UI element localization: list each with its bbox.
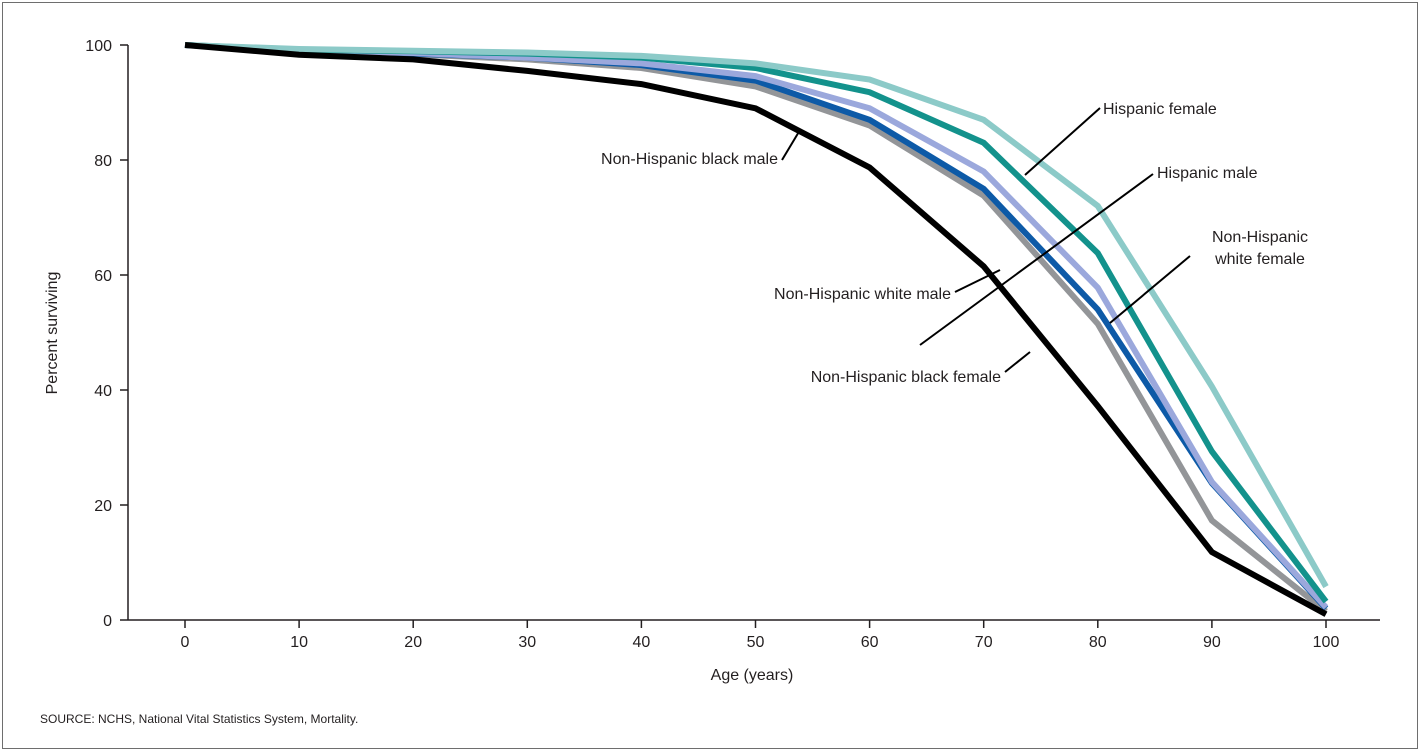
y-axis-label: Percent surviving xyxy=(44,272,61,395)
x-tick-label: 100 xyxy=(1313,634,1340,651)
series-line xyxy=(185,45,1326,611)
series-line xyxy=(185,45,1326,609)
series-label: Hispanic female xyxy=(1103,101,1217,118)
series-label: Non-Hispanic black male xyxy=(601,151,778,168)
series-label: Non-Hispanic white male xyxy=(774,286,951,303)
leader-line xyxy=(782,130,800,160)
x-tick-label: 10 xyxy=(290,634,308,651)
x-tick-label: 60 xyxy=(861,634,879,651)
y-tick-label: 0 xyxy=(103,613,112,630)
x-tick-label: 80 xyxy=(1089,634,1107,651)
y-tick-label: 60 xyxy=(94,268,112,285)
y-tick-label: 20 xyxy=(94,498,112,515)
x-tick-label: 0 xyxy=(181,634,190,651)
series-line xyxy=(185,45,1326,614)
x-tick-label: 90 xyxy=(1203,634,1221,651)
series-label: Non-Hispanic white female xyxy=(1212,229,1308,268)
series-label: Hispanic male xyxy=(1157,165,1258,182)
x-tick-label: 40 xyxy=(633,634,651,651)
x-tick-label: 20 xyxy=(404,634,422,651)
leader-line xyxy=(1005,352,1030,372)
series-lines xyxy=(185,45,1326,614)
x-tick-label: 50 xyxy=(747,634,765,651)
source-note: SOURCE: NCHS, National Vital Statistics … xyxy=(40,712,358,726)
series-line xyxy=(185,45,1326,602)
x-tick-label: 30 xyxy=(518,634,536,651)
leader-line xyxy=(1025,108,1100,175)
x-axis-label: Age (years) xyxy=(711,667,794,684)
series-label: Non-Hispanic black female xyxy=(811,369,1001,386)
x-tick-label: 70 xyxy=(975,634,993,651)
series-line xyxy=(185,45,1326,607)
y-tick-label: 40 xyxy=(94,383,112,400)
y-tick-label: 80 xyxy=(94,153,112,170)
series-line xyxy=(185,45,1326,587)
y-tick-label: 100 xyxy=(85,38,112,55)
